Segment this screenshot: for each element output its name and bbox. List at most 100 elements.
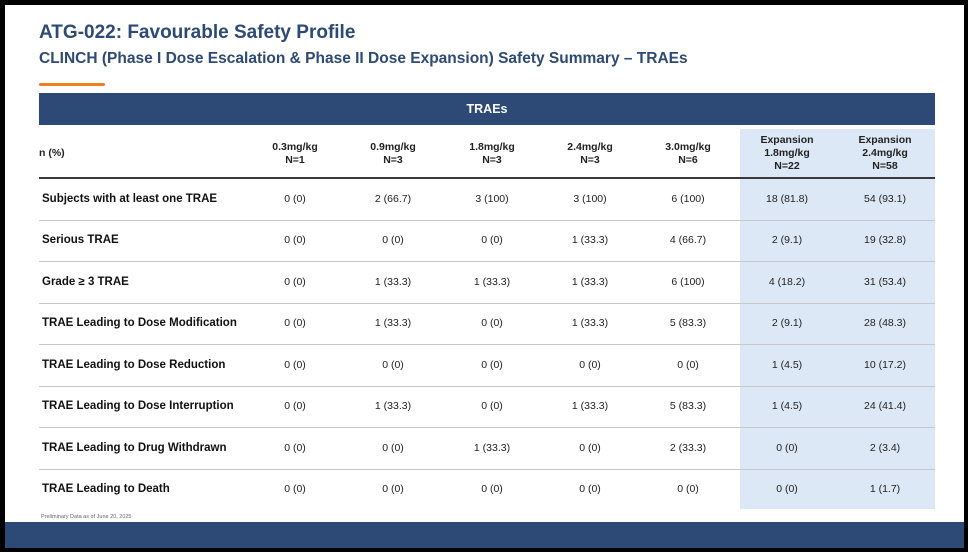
column-header-line: 1.8mg/kg: [764, 147, 810, 159]
column-header-line: Expansion: [760, 134, 814, 146]
table-cell: 6 (100): [671, 275, 705, 288]
footnote: Preliminary Data as of June 20, 2025: [41, 514, 132, 520]
column-header-line: N=3: [482, 153, 502, 166]
table-cell: 24 (41.4): [863, 400, 907, 413]
table-cell: 2 (3.4): [869, 441, 901, 454]
table-cell: 18 (81.8): [765, 192, 809, 205]
table-cell: 1 (33.3): [571, 275, 609, 288]
table-cell: 0 (0): [776, 441, 798, 454]
table-row: TRAE Leading to Dose Modification 0 (0) 1 …: [39, 303, 935, 345]
column-header: Expansion 1.8mg/kg N=22: [739, 129, 835, 178]
table-cell: 0 (0): [284, 441, 306, 454]
table-cell: 2 (33.3): [669, 441, 707, 454]
table-cell: 31 (53.4): [863, 275, 907, 288]
table-row: Serious TRAE 0 (0) 0 (0) 0 (0) 1 (33.3) 4 (66…: [39, 220, 935, 262]
table-row: TRAE Leading to Dose Reduction 0 (0) 0 (0)…: [39, 344, 935, 387]
table-cell: 54 (93.1): [863, 192, 907, 205]
column-header-line: N=22: [774, 160, 800, 172]
table-cell: 1 (1.7): [869, 483, 901, 496]
column-header-line: 2.4mg/kg: [567, 140, 613, 153]
table-cell: 0 (0): [284, 400, 306, 413]
table-row: TRAE Leading to Dose Interruption 0 (0) 1 …: [39, 386, 935, 428]
slide-title: ATG-022: Favourable Safety Profile: [39, 22, 356, 43]
table-cell: 6 (100): [671, 192, 705, 205]
table-cell: 0 (0): [382, 441, 404, 454]
table-cell: 0 (0): [579, 358, 601, 371]
table-cell: 1 (4.5): [771, 400, 803, 413]
table-cell: 0 (0): [776, 483, 798, 496]
table-cell: 4 (18.2): [768, 275, 806, 288]
table-cell: 0 (0): [481, 234, 503, 247]
row-label: Grade ≥ 3 TRAE: [42, 275, 129, 288]
table-header-label: TRAEs: [466, 102, 508, 116]
table-row: Grade ≥ 3 TRAE 0 (0) 1 (33.3) 1 (33.3) 1 (33…: [39, 261, 935, 304]
table-cell: 1 (33.3): [571, 400, 609, 413]
column-header-line: 0.3mg/kg: [272, 140, 318, 153]
column-header-line: 2.4mg/kg: [862, 147, 908, 159]
table-cell: 0 (0): [382, 234, 404, 247]
table-cell: 1 (33.3): [473, 275, 511, 288]
table-cell: 2 (66.7): [374, 192, 412, 205]
table-cell: 0 (0): [284, 358, 306, 371]
column-header-line: Expansion: [858, 134, 912, 146]
table-cell: 0 (0): [382, 483, 404, 496]
table-cell: 19 (32.8): [863, 234, 907, 247]
title-accent-bar: [39, 83, 105, 86]
column-header: 0.9mg/kg N=3: [345, 129, 441, 178]
slide-subtitle: CLINCH (Phase I Dose Escalation & Phase …: [39, 50, 688, 67]
column-header: Expansion 2.4mg/kg N=58: [837, 129, 933, 178]
table-cell: 0 (0): [284, 192, 306, 205]
table-cell: 10 (17.2): [863, 358, 907, 371]
table-cell: 3 (100): [475, 192, 509, 205]
table-cell: 2 (9.1): [771, 317, 803, 330]
table-row: TRAE Leading to Death 0 (0) 0 (0) 0 (0) 0 (0…: [39, 469, 935, 511]
column-header-line: N=3: [580, 153, 600, 166]
column-header: 1.8mg/kg N=3: [444, 129, 540, 178]
table-cell: 0 (0): [284, 275, 306, 288]
expansion-columns-highlight: [740, 129, 935, 509]
table-cell: 5 (83.3): [669, 400, 707, 413]
row-label: TRAE Leading to Death: [42, 483, 170, 496]
table-cell: 0 (0): [284, 317, 306, 330]
row-header-label: n (%): [39, 147, 65, 159]
table-cell: 1 (33.3): [374, 317, 412, 330]
column-header-line: 1.8mg/kg: [469, 140, 515, 153]
header-rule: [39, 177, 935, 179]
table-cell: 0 (0): [382, 358, 404, 371]
table-cell: 0 (0): [677, 483, 699, 496]
table-row: TRAE Leading to Drug Withdrawn 0 (0) 0 (0)…: [39, 427, 935, 470]
table-cell: 0 (0): [579, 483, 601, 496]
table-cell: 0 (0): [284, 483, 306, 496]
table-cell: 1 (33.3): [374, 400, 412, 413]
row-label: TRAE Leading to Dose Modification: [42, 317, 237, 330]
table-header-bar: TRAEs: [39, 93, 935, 125]
table-cell: 3 (100): [573, 192, 607, 205]
column-header-line: N=58: [872, 160, 898, 172]
table-cell: 0 (0): [481, 358, 503, 371]
column-header-line: 0.9mg/kg: [370, 140, 416, 153]
table-cell: 0 (0): [481, 400, 503, 413]
column-header-line: 3.0mg/kg: [665, 140, 711, 153]
table-cell: 5 (83.3): [669, 317, 707, 330]
column-header-line: N=3: [383, 153, 403, 166]
row-label: TRAE Leading to Dose Interruption: [42, 400, 234, 413]
table-cell: 0 (0): [579, 441, 601, 454]
table-cell: 2 (9.1): [771, 234, 803, 247]
table-cell: 0 (0): [677, 358, 699, 371]
column-header: 2.4mg/kg N=3: [542, 129, 638, 178]
column-header: 3.0mg/kg N=6: [640, 129, 736, 178]
table-cell: 1 (4.5): [771, 358, 803, 371]
table-cell: 1 (33.3): [571, 317, 609, 330]
column-header-line: N=1: [285, 153, 305, 166]
table-cell: 0 (0): [481, 483, 503, 496]
column-header-line: N=6: [678, 153, 698, 166]
column-header: 0.3mg/kg N=1: [247, 129, 343, 178]
slide: ATG-022: Favourable Safety Profile CLINC…: [5, 5, 964, 548]
footer-bar: [5, 522, 964, 548]
table-cell: 0 (0): [481, 317, 503, 330]
table-cell: 4 (66.7): [669, 234, 707, 247]
table-cell: 0 (0): [284, 234, 306, 247]
table-cell: 28 (48.3): [863, 317, 907, 330]
row-label: TRAE Leading to Drug Withdrawn: [42, 441, 227, 454]
row-label: Subjects with at least one TRAE: [42, 192, 218, 205]
